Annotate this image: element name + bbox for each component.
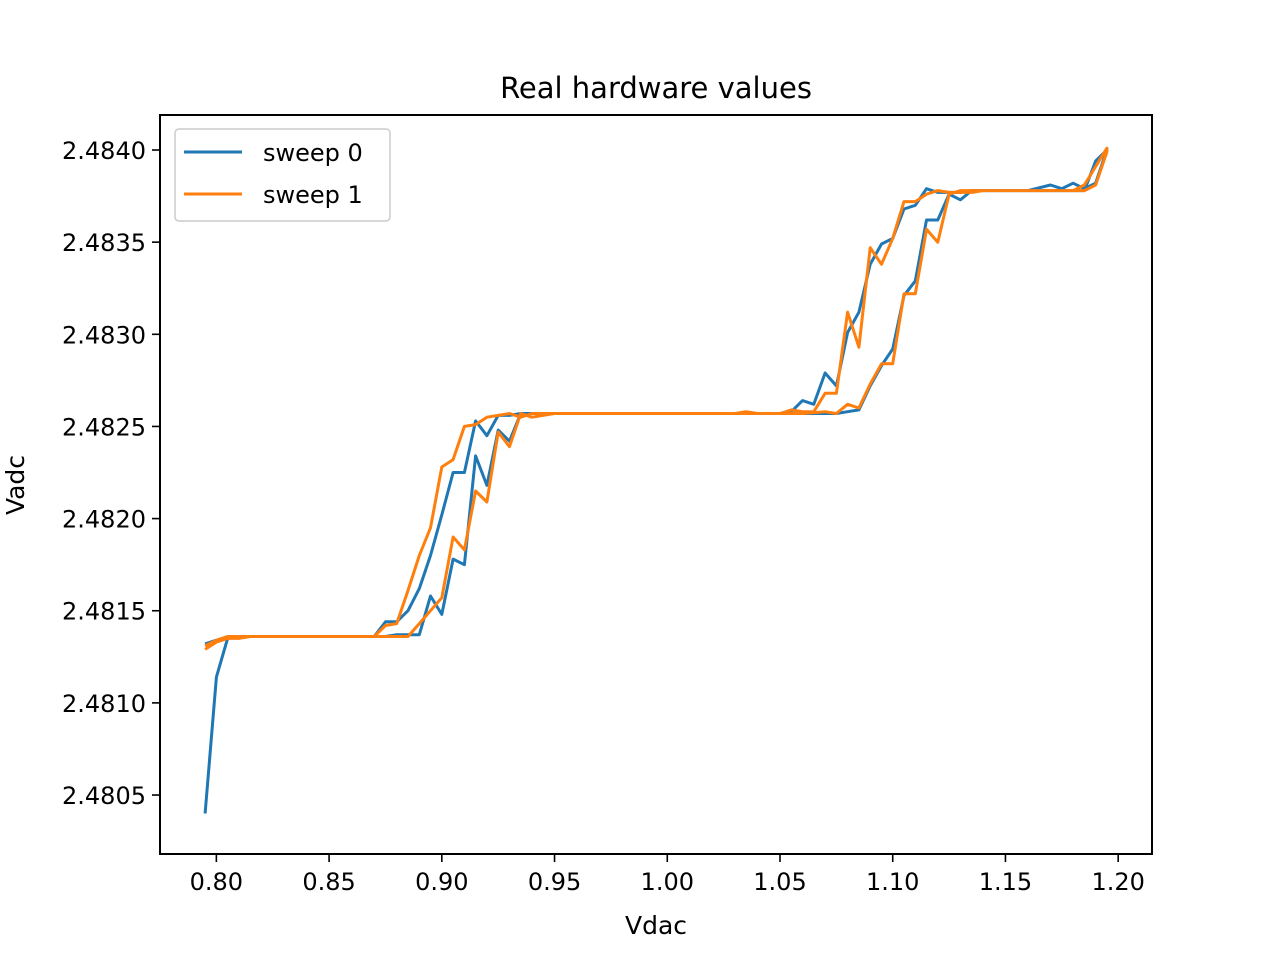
x-tick-label: 0.85	[302, 868, 355, 896]
legend-label-sweep-0: sweep 0	[263, 139, 363, 167]
y-tick-label: 2.4840	[62, 137, 146, 165]
legend-label-sweep-1: sweep 1	[263, 181, 363, 209]
x-tick-label: 0.80	[190, 868, 243, 896]
x-tick-label: 1.15	[979, 868, 1032, 896]
x-tick-label: 1.20	[1091, 868, 1144, 896]
y-tick-label: 2.4805	[62, 782, 146, 810]
series-line-sweep-1	[204, 146, 1109, 651]
x-tick-label: 1.10	[866, 868, 919, 896]
plot-frame	[159, 114, 1153, 855]
y-tick-label: 2.4810	[62, 690, 146, 718]
x-axis-label: Vdac	[625, 911, 687, 940]
legend: sweep 0 sweep 1	[174, 128, 391, 222]
x-tick-label: 1.00	[641, 868, 694, 896]
y-axis-label: Vadc	[1, 455, 30, 515]
y-tick-label: 2.4825	[62, 413, 146, 441]
x-tick-label: 1.05	[753, 868, 806, 896]
x-tick-label: 0.95	[528, 868, 581, 896]
y-tick-label: 2.4835	[62, 229, 146, 257]
x-tick-label: 0.90	[415, 868, 468, 896]
y-tick-label: 2.4820	[62, 506, 146, 534]
y-tick-label: 2.4830	[62, 321, 146, 349]
chart-title: Real hardware values	[500, 71, 812, 105]
y-tick-label: 2.4815	[62, 598, 146, 626]
